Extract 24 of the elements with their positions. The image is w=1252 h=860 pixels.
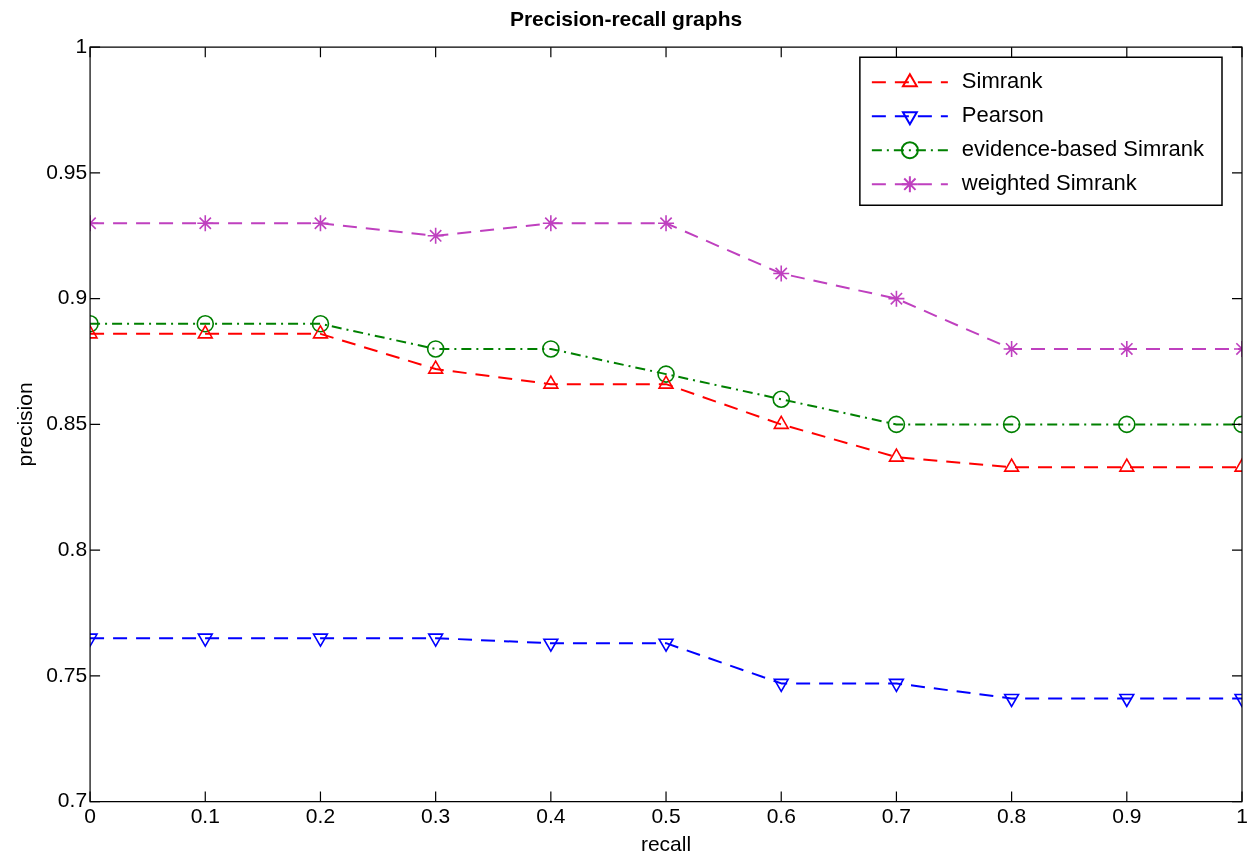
x-tick-label: 1 — [1236, 804, 1248, 827]
x-tick-label: 0.5 — [651, 804, 681, 827]
x-tick-label: 0.6 — [766, 804, 796, 827]
y-tick-label: 0.85 — [46, 411, 88, 435]
y-tick-label: 0.9 — [57, 285, 88, 309]
y-tick-label: 1 — [75, 34, 88, 57]
legend-label: weighted Simrank — [960, 170, 1138, 196]
y-axis-title: precision — [13, 382, 37, 467]
legend-label: Pearson — [961, 102, 1044, 128]
x-tick-label: 0.4 — [536, 804, 566, 827]
x-tick-label: 0.3 — [421, 804, 451, 827]
y-tick-label: 0.8 — [57, 536, 88, 560]
x-tick-label: 0.8 — [997, 804, 1027, 827]
y-tick-label: 0.75 — [46, 662, 88, 686]
x-tick-label: 0.9 — [1112, 804, 1142, 827]
x-tick-label: 0 — [84, 804, 96, 827]
chart-title: Precision-recall graphs — [509, 7, 743, 31]
x-axis-title: recall — [640, 832, 692, 856]
legend-label: Simrank — [961, 68, 1044, 94]
x-tick-label: 0.2 — [305, 804, 336, 827]
legend-label: evidence-based Simrank — [961, 136, 1205, 162]
x-tick-label: 0.7 — [881, 804, 912, 827]
x-tick-label: 0.1 — [190, 804, 220, 827]
y-tick-label: 0.95 — [46, 159, 88, 183]
